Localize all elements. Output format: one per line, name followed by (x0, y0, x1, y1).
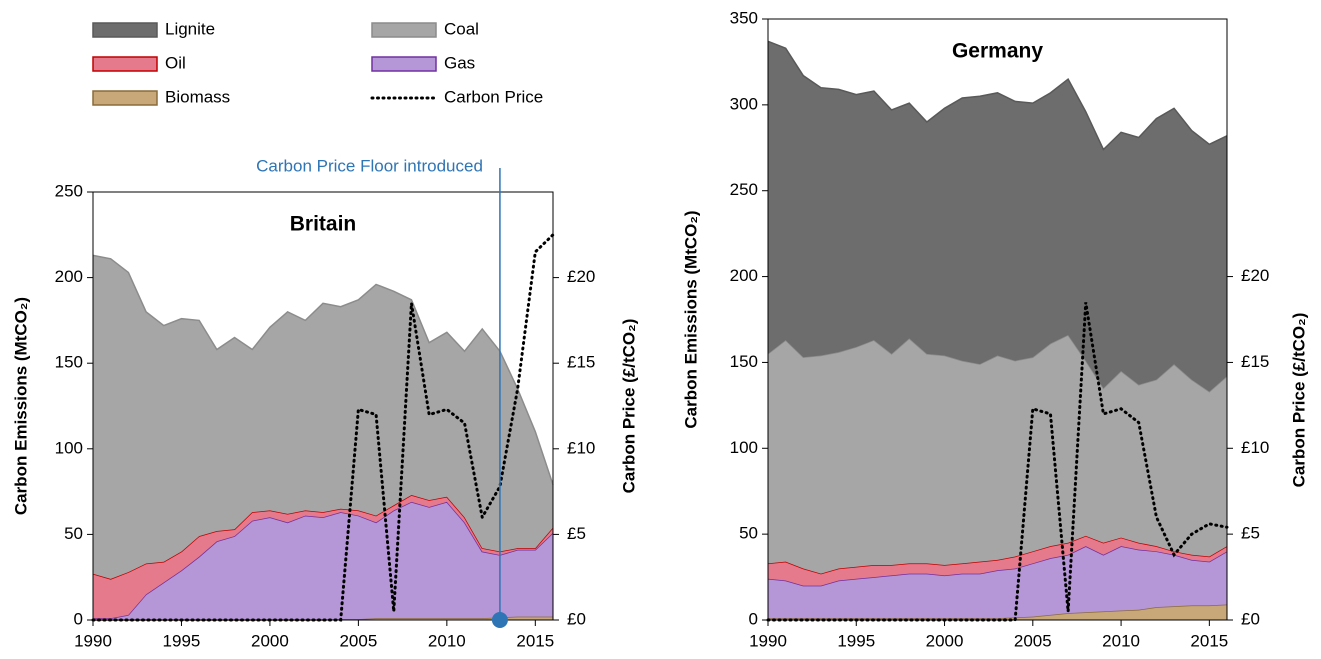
annotation-text: Carbon Price Floor introduced (256, 156, 483, 175)
area (768, 41, 1227, 392)
area-edge (92, 254, 554, 485)
y2-tick-label: £10 (567, 438, 595, 457)
y-tick-label: 200 (55, 267, 83, 286)
legend-label: Carbon Price (444, 87, 543, 106)
y2-axis-label: Carbon Price (£/tCO₂) (1289, 313, 1308, 488)
x-tick-label: 1995 (163, 631, 201, 650)
y-axis-label: Carbon Emissions (MtCO₂) (11, 297, 30, 515)
area (93, 501, 553, 620)
legend-label: Lignite (165, 19, 215, 38)
y-tick-label: 150 (730, 352, 758, 371)
x-tick-label: 2000 (926, 631, 964, 650)
x-tick-label: 2005 (1014, 631, 1052, 650)
y2-tick-label: £0 (1241, 609, 1260, 628)
legend-label: Coal (444, 19, 479, 38)
y2-tick-label: £20 (567, 267, 595, 286)
area (768, 535, 1227, 586)
area-edge (767, 40, 1228, 151)
price-line (91, 233, 555, 622)
x-tick-label: 2010 (1102, 631, 1140, 650)
legend-label: Biomass (165, 87, 230, 106)
x-tick-label: 1990 (74, 631, 112, 650)
legend-swatch (371, 56, 437, 72)
y-tick-label: 0 (749, 609, 758, 628)
chart-title: Germany (952, 40, 1043, 63)
y2-axis-label: Carbon Price (£/tCO₂) (619, 319, 638, 494)
legend-label: Oil (165, 53, 186, 72)
x-tick-label: 2015 (516, 631, 554, 650)
y2-tick-label: £5 (567, 524, 586, 543)
y-tick-label: 100 (55, 438, 83, 457)
y-tick-label: 350 (730, 8, 758, 27)
x-tick-label: 2015 (1190, 631, 1228, 650)
legend-label: Gas (444, 53, 475, 72)
y2-tick-label: £5 (1241, 524, 1260, 543)
y-tick-label: 250 (55, 181, 83, 200)
y-axis-label: Carbon Emissions (MtCO₂) (681, 210, 700, 428)
x-tick-label: 2010 (428, 631, 466, 650)
y2-tick-label: £10 (1241, 438, 1269, 457)
y-tick-label: 200 (730, 266, 758, 285)
x-tick-label: 2005 (339, 631, 377, 650)
y-tick-label: 300 (730, 94, 758, 113)
x-tick-label: 2000 (251, 631, 289, 650)
y-tick-label: 100 (730, 438, 758, 457)
legend-swatch (92, 22, 158, 38)
legend-swatch (371, 22, 437, 38)
area (768, 546, 1227, 619)
y2-tick-label: £15 (1241, 352, 1269, 371)
x-tick-label: 1990 (749, 631, 787, 650)
y-tick-label: 50 (64, 524, 83, 543)
area (93, 616, 553, 620)
area (93, 495, 553, 619)
y-tick-label: 50 (739, 524, 758, 543)
legend-swatch (92, 90, 158, 106)
y-tick-label: 0 (74, 609, 83, 628)
y2-tick-label: £15 (567, 353, 595, 372)
chart-title: Britain (290, 213, 357, 236)
price-line (766, 302, 1229, 622)
legend-swatch (92, 56, 158, 72)
area (768, 604, 1227, 620)
area (768, 334, 1227, 574)
y-tick-label: 250 (730, 180, 758, 199)
y2-tick-label: £0 (567, 609, 586, 628)
annotation-dot (491, 612, 508, 628)
y-tick-label: 150 (55, 353, 83, 372)
y2-tick-label: £20 (1241, 266, 1269, 285)
x-tick-label: 1995 (837, 631, 875, 650)
